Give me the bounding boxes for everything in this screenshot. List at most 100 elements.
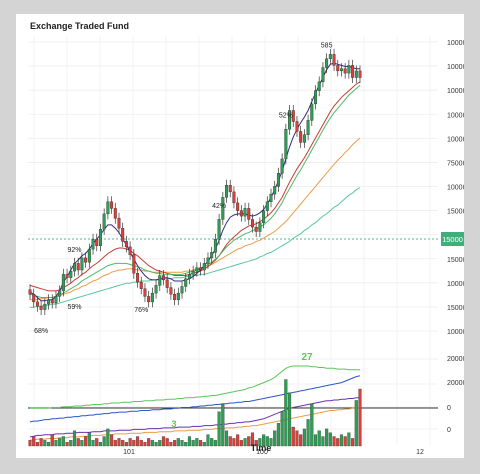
indicator-label: 3 bbox=[171, 419, 176, 429]
candle bbox=[276, 173, 280, 187]
candle bbox=[162, 275, 165, 281]
volume-bar bbox=[302, 428, 306, 447]
candle bbox=[358, 70, 362, 78]
chart-frame: Exchange Traded Fund 92% 42% 52% 585 68% 59% 7… bbox=[16, 14, 464, 458]
candle bbox=[69, 270, 73, 278]
volume-bar bbox=[61, 436, 65, 447]
candle bbox=[247, 208, 251, 220]
volume-bar bbox=[76, 438, 80, 447]
volume-bar bbox=[35, 442, 39, 447]
volume-bar bbox=[313, 434, 318, 447]
candle bbox=[110, 201, 114, 209]
trough-label: 76% bbox=[134, 307, 148, 314]
price-tick-label: 15000 bbox=[447, 209, 464, 216]
candle bbox=[128, 246, 132, 255]
volume-bar bbox=[43, 440, 47, 447]
last-price-label: 15000 bbox=[442, 235, 463, 244]
volume-bar bbox=[117, 438, 121, 447]
volume-bars bbox=[28, 379, 362, 447]
candle bbox=[58, 290, 62, 297]
volume-bar bbox=[84, 436, 88, 447]
candle bbox=[302, 134, 306, 143]
candle bbox=[150, 292, 154, 303]
candle bbox=[165, 279, 169, 288]
candle bbox=[73, 263, 76, 272]
volume-bar bbox=[280, 411, 284, 447]
candle bbox=[299, 131, 303, 143]
last-price-tag bbox=[441, 232, 464, 246]
volume-bar bbox=[169, 442, 173, 447]
volume-bar bbox=[273, 430, 277, 447]
peak-label: 92% bbox=[67, 247, 81, 254]
volume-bar bbox=[265, 436, 269, 447]
volume-bar bbox=[180, 440, 184, 447]
candle bbox=[176, 292, 180, 300]
volume-bar bbox=[284, 379, 288, 447]
candle bbox=[325, 58, 329, 68]
volume-bar bbox=[317, 430, 321, 447]
candle bbox=[351, 65, 355, 78]
volume-bar bbox=[46, 442, 51, 447]
candle bbox=[91, 239, 95, 250]
candle bbox=[147, 296, 151, 303]
candle bbox=[321, 67, 325, 83]
trough-label: 59% bbox=[67, 304, 81, 311]
volume-bar bbox=[347, 432, 351, 447]
volume-bar bbox=[254, 440, 258, 447]
candle bbox=[332, 54, 336, 66]
candle bbox=[280, 158, 284, 174]
price-tick-label: 10000 bbox=[447, 88, 464, 95]
chart-title: Exchange Traded Fund bbox=[30, 21, 129, 31]
candle bbox=[317, 81, 321, 91]
volume-bar bbox=[202, 442, 206, 447]
moving-average-line-purple bbox=[29, 62, 360, 302]
price-tick-label: 10000 bbox=[447, 40, 464, 47]
candle bbox=[202, 263, 206, 271]
volume-bar bbox=[325, 428, 329, 447]
candle bbox=[217, 219, 221, 240]
volume-bar bbox=[339, 434, 344, 447]
candle bbox=[347, 65, 351, 74]
volume-bar bbox=[232, 438, 236, 447]
volume-bar bbox=[250, 432, 255, 447]
candle bbox=[262, 210, 266, 223]
volume-bar bbox=[91, 440, 95, 447]
volume-bar bbox=[236, 434, 240, 447]
volume-bar bbox=[143, 442, 147, 447]
candle bbox=[35, 301, 39, 307]
price-axis: 1000010000100001000010000750001000015000… bbox=[123, 40, 464, 456]
candle bbox=[113, 208, 117, 219]
volume-bar bbox=[247, 436, 251, 447]
candle bbox=[343, 68, 347, 74]
volume-bar bbox=[50, 434, 54, 447]
volume-bar bbox=[295, 430, 299, 447]
peak-label: 42% bbox=[212, 203, 226, 210]
volume-bar bbox=[358, 388, 362, 447]
candle bbox=[213, 239, 217, 253]
volume-bar bbox=[299, 434, 303, 447]
volume-bar bbox=[195, 438, 199, 447]
annotations: 92% 42% 52% 585 68% 59% 76% 27 3 bbox=[34, 42, 332, 429]
volume-bar bbox=[239, 440, 243, 447]
volume-bar bbox=[228, 436, 232, 447]
x-tick-label: 12 bbox=[416, 449, 424, 456]
candle bbox=[328, 54, 332, 59]
volume-bar bbox=[28, 440, 32, 447]
candle bbox=[314, 90, 317, 105]
candle bbox=[136, 273, 140, 283]
volume-bar bbox=[328, 432, 332, 447]
indicator-lines bbox=[29, 365, 361, 441]
volume-bar bbox=[276, 423, 280, 447]
candle bbox=[210, 252, 214, 259]
volume-bar bbox=[102, 436, 106, 447]
candle bbox=[239, 210, 243, 217]
volume-bar bbox=[87, 432, 91, 447]
candle bbox=[265, 201, 269, 211]
volume-bar bbox=[173, 440, 177, 447]
price-tick-label: 10000 bbox=[447, 329, 464, 336]
candle bbox=[254, 226, 258, 232]
volume-bar bbox=[154, 442, 158, 447]
candlestick-chart: Exchange Traded Fund 92% 42% 52% 585 68% 59% 7… bbox=[28, 21, 464, 456]
candle bbox=[102, 213, 106, 230]
volume-bar bbox=[187, 436, 191, 447]
